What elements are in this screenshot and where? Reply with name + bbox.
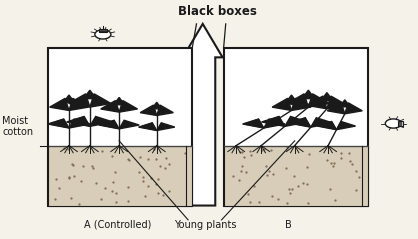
Polygon shape	[67, 116, 90, 126]
Text: A (Controlled): A (Controlled)	[84, 220, 151, 230]
Polygon shape	[302, 90, 315, 99]
Polygon shape	[307, 96, 327, 109]
Polygon shape	[311, 118, 333, 127]
Polygon shape	[262, 116, 285, 126]
Polygon shape	[339, 100, 350, 107]
Polygon shape	[243, 119, 264, 128]
Polygon shape	[84, 90, 96, 99]
Circle shape	[385, 119, 401, 128]
Bar	[224, 48, 368, 206]
Polygon shape	[90, 116, 113, 126]
Bar	[48, 48, 192, 206]
Polygon shape	[285, 116, 308, 126]
Text: Moist
cotton: Moist cotton	[2, 116, 33, 137]
Polygon shape	[69, 119, 90, 128]
Text: Black boxes: Black boxes	[178, 5, 257, 18]
Polygon shape	[264, 119, 285, 128]
Bar	[398, 121, 403, 126]
Polygon shape	[99, 120, 119, 129]
Text: Young plants: Young plants	[173, 220, 236, 230]
Polygon shape	[139, 123, 157, 130]
Polygon shape	[157, 105, 173, 115]
Polygon shape	[289, 118, 311, 127]
Polygon shape	[101, 101, 119, 112]
Polygon shape	[321, 92, 333, 101]
Polygon shape	[336, 121, 356, 130]
Polygon shape	[63, 95, 75, 103]
Polygon shape	[345, 103, 362, 114]
Polygon shape	[119, 101, 138, 112]
Polygon shape	[69, 98, 88, 110]
Polygon shape	[119, 120, 139, 129]
Polygon shape	[291, 98, 311, 110]
Circle shape	[95, 30, 111, 39]
Polygon shape	[114, 98, 125, 105]
Polygon shape	[157, 123, 175, 130]
Polygon shape	[308, 94, 329, 107]
Polygon shape	[152, 102, 162, 109]
Text: B: B	[285, 220, 292, 230]
Polygon shape	[317, 121, 336, 130]
Polygon shape	[50, 98, 69, 110]
Bar	[99, 29, 107, 32]
Bar	[224, 146, 368, 206]
Polygon shape	[140, 105, 157, 115]
Polygon shape	[90, 94, 111, 107]
Polygon shape	[69, 94, 90, 107]
FancyArrow shape	[183, 24, 222, 206]
Bar	[48, 146, 192, 206]
Polygon shape	[48, 119, 69, 128]
Polygon shape	[287, 94, 308, 107]
Polygon shape	[327, 103, 345, 114]
Polygon shape	[272, 98, 291, 110]
Polygon shape	[327, 96, 347, 109]
Polygon shape	[285, 95, 297, 103]
